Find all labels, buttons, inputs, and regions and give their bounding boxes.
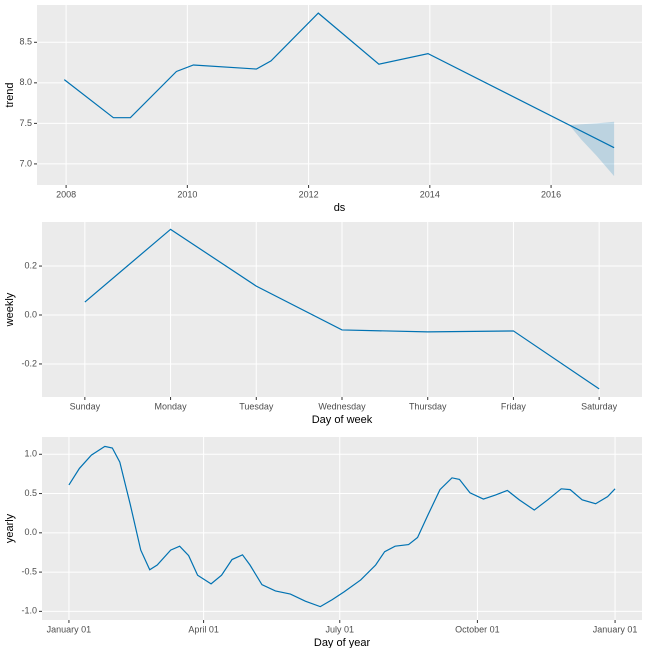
x-tick-label: Tuesday — [239, 401, 274, 411]
y-tick-label: 8.5 — [19, 37, 32, 47]
x-tick-label: October 01 — [455, 624, 500, 634]
x-tick-label: January 01 — [593, 624, 638, 634]
x-axis-title: Day of year — [314, 637, 371, 648]
trend-line — [63, 12, 615, 149]
uncertainty-band — [569, 121, 615, 177]
y-tick-label: -1.0 — [21, 606, 37, 616]
x-tick-label: Thursday — [409, 401, 447, 411]
panel-background — [37, 5, 642, 185]
y-tick-label: -0.5 — [21, 566, 37, 576]
x-tick-label: Saturday — [581, 401, 618, 411]
x-tick-label: 2012 — [299, 189, 319, 199]
x-tick-label: Monday — [155, 401, 188, 411]
y-tick-label: 1.0 — [24, 449, 37, 459]
x-tick-label: April 01 — [188, 624, 219, 634]
x-tick-label: Sunday — [70, 401, 101, 411]
x-tick-label: July 01 — [325, 624, 354, 634]
y-tick-label: 8.0 — [19, 77, 32, 87]
panel-background — [42, 437, 642, 620]
trend-line — [68, 445, 616, 608]
y-tick-label: -0.2 — [21, 358, 37, 368]
x-tick-label: Wednesday — [318, 401, 366, 411]
trend-line — [84, 228, 600, 390]
y-axis-title: yearly — [4, 513, 16, 543]
x-axis-title: Day of week — [312, 414, 373, 426]
y-tick-label: 0.5 — [24, 488, 37, 498]
y-tick-label: 0.2 — [24, 260, 37, 270]
x-tick-label: 2014 — [420, 189, 440, 199]
x-tick-label: 2008 — [56, 189, 76, 199]
x-tick-label: 2016 — [541, 189, 561, 199]
x-tick-label: January 01 — [47, 624, 92, 634]
x-tick-label: 2010 — [177, 189, 197, 199]
y-tick-label: 7.0 — [19, 158, 32, 168]
y-tick-label: 0.0 — [24, 309, 37, 319]
x-axis-title: ds — [334, 202, 346, 214]
y-axis-title: weekly — [4, 292, 16, 327]
y-axis-title: trend — [4, 82, 16, 107]
y-tick-label: 0.0 — [24, 527, 37, 537]
y-tick-label: 7.5 — [19, 118, 32, 128]
x-tick-label: Friday — [501, 401, 527, 411]
